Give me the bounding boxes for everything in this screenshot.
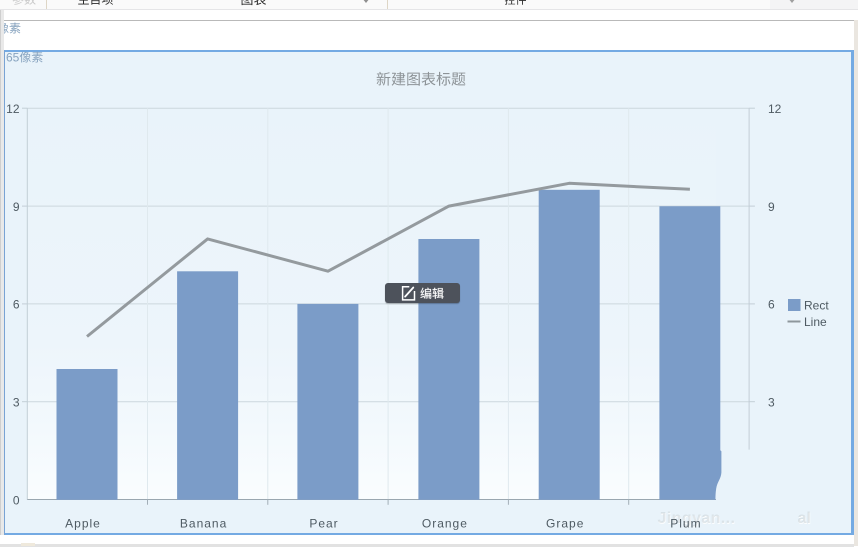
svg-text:Grape: Grape — [546, 517, 584, 531]
svg-text:al: al — [798, 511, 811, 528]
svg-text:6: 6 — [13, 298, 20, 312]
svg-text:6: 6 — [768, 298, 775, 312]
svg-text:Orange: Orange — [422, 517, 468, 531]
svg-text:Jingyan...: Jingyan... — [658, 511, 736, 528]
svg-text:9: 9 — [768, 200, 775, 214]
svg-text:12: 12 — [6, 102, 20, 116]
svg-text:3: 3 — [768, 396, 775, 410]
svg-text:Plum: Plum — [670, 517, 701, 531]
svg-text:9: 9 — [13, 200, 20, 214]
svg-text:Line: Line — [804, 315, 827, 329]
svg-text:Jingyan...: Jingyan... — [658, 510, 736, 527]
svg-text:Pear: Pear — [309, 517, 338, 531]
svg-text:3: 3 — [13, 396, 20, 410]
svg-text:0: 0 — [13, 494, 20, 508]
svg-text:12: 12 — [768, 102, 782, 116]
svg-text:Banana: Banana — [180, 517, 227, 531]
svg-text:Rect: Rect — [804, 299, 829, 313]
svg-text:Apple: Apple — [65, 517, 101, 531]
svg-text:65: 65 — [6, 51, 20, 65]
svg-text:al: al — [798, 510, 811, 527]
